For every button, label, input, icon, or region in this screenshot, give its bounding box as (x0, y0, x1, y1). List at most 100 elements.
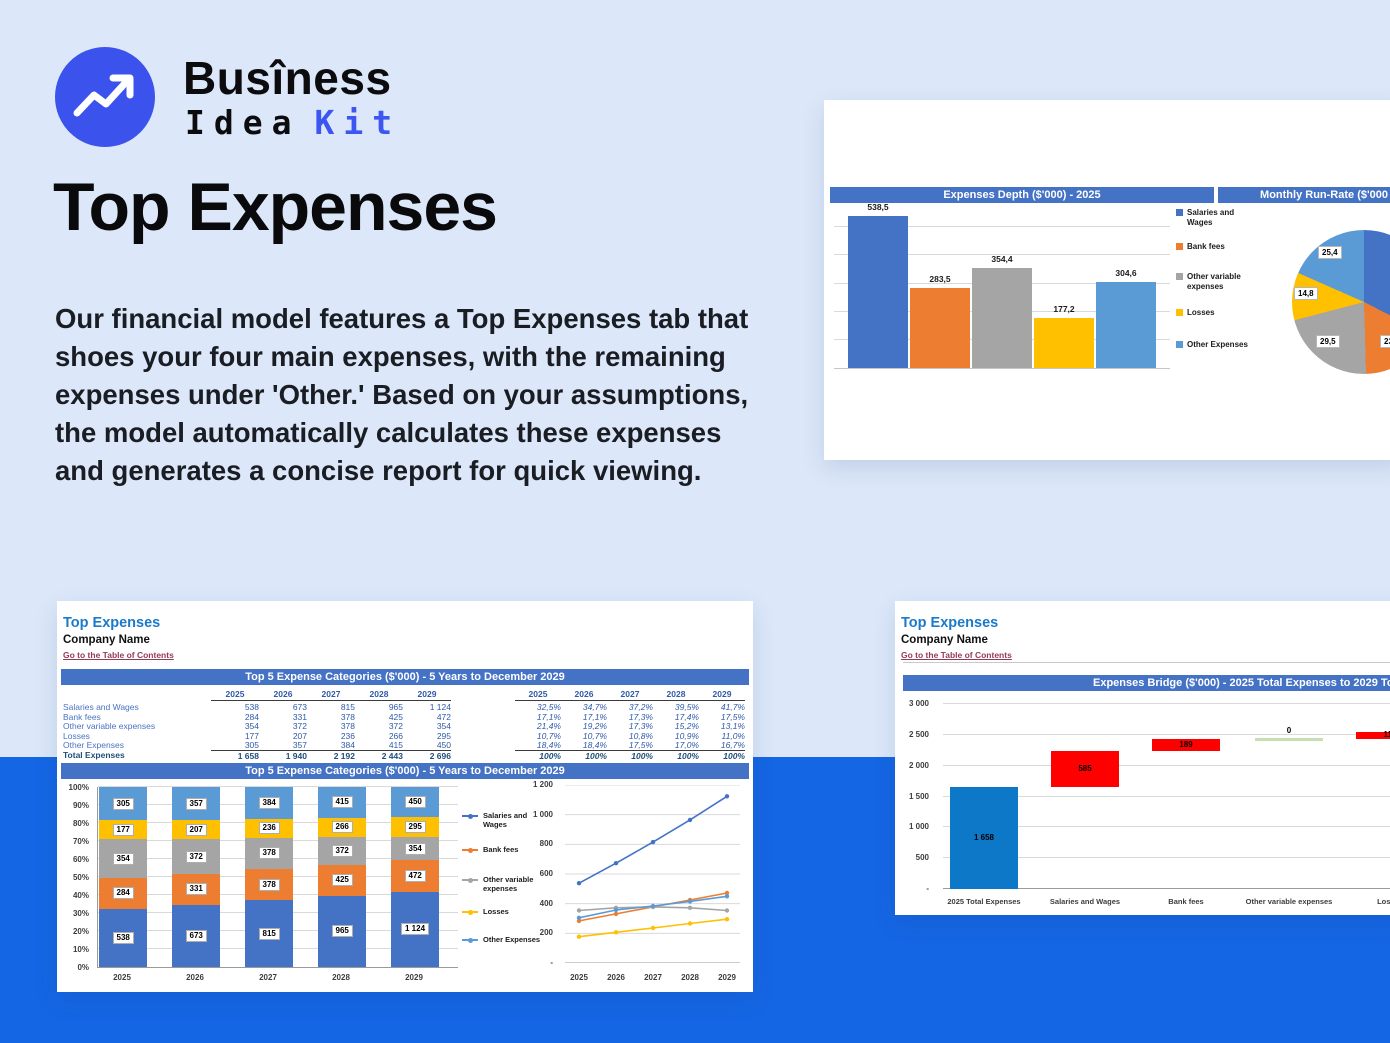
percent-cell: 100% (539, 750, 561, 761)
y-tick: 90% (72, 801, 89, 810)
percent-cell: 17,4% (674, 711, 699, 722)
legend-marker (462, 937, 478, 943)
gridline (943, 857, 1390, 859)
legend-label: Other Expenses (1187, 340, 1248, 349)
line-chart-x-axis: 2025 2026 2027 2028 2029 (565, 971, 740, 983)
segment-value-label: 378 (258, 847, 280, 860)
table-total-row: Total Expenses 1 658 1 940 2 192 2 443 2 696 1… (57, 749, 753, 763)
value-cell: 2025 (225, 689, 245, 699)
segment-value-label: 357 (185, 797, 207, 810)
legend-label: Other variable expenses (1187, 272, 1241, 291)
table-row: Salaries and Wages 538 673 815 965 1 124 32,5%… (57, 702, 753, 712)
percent-cell: 10,7% (582, 730, 607, 741)
segment-value-label: 965 (331, 925, 353, 938)
percent-cell: 17,1% (536, 711, 561, 722)
value-cells: 538 673 815 965 1 124 (211, 702, 451, 712)
y-tick: 1 500 (908, 791, 929, 801)
gridline (943, 764, 1390, 766)
legend-label: Other variable expenses (483, 875, 534, 893)
value-cell: 266 (388, 730, 403, 741)
percent-cell: 17,3% (628, 711, 653, 722)
bar-value-label: 538,5 (867, 202, 889, 213)
percent-cell: 17,3% (628, 721, 653, 731)
chart-header-row: Expenses Depth ($'000) - 2025 Monthly Ru… (830, 187, 1390, 203)
percent-cell: 100% (631, 750, 653, 761)
x-tick: 2029 (405, 973, 423, 982)
y-tick: 60% (72, 855, 89, 864)
percent-cell: 10,8% (628, 730, 653, 741)
legend-marker-dot (467, 909, 473, 915)
x-tick: Other variable expenses (1245, 897, 1333, 906)
legend-marker-dot (467, 937, 473, 943)
stacked-chart-y-axis: 0% 10% 20% 30% 40% 50% 60% 70% 80% 90% 100% (57, 783, 93, 972)
divider (903, 662, 1390, 663)
row-label: Bank fees (63, 711, 101, 722)
x-tick: 2025 (570, 973, 588, 982)
bridge-chart-title: Expenses Bridge ($'000) - 2025 Total Exp… (903, 675, 1390, 691)
percent-cell: 18,4% (536, 740, 561, 750)
x-tick: 2025 (113, 973, 131, 982)
gridline (834, 254, 1170, 256)
stacked-bar-chart: 538 284 354 177 305 673 331 372 207 357 815 378 378 2… (97, 786, 458, 968)
waterfall-label: 189 (1179, 739, 1193, 749)
value-cell: 2 696 (429, 750, 451, 761)
x-tick: Losses (1377, 897, 1390, 906)
percent-cell: 41,7% (720, 702, 745, 712)
legend-swatch (1176, 243, 1183, 250)
bar-value-label: 177,2 (1053, 304, 1075, 315)
gridline (943, 795, 1390, 797)
waterfall-bar (1051, 750, 1119, 787)
table-row: Bank fees 284 331 378 425 472 17,1% 17,1% 17,3% 1… (57, 712, 753, 722)
bar-3 (1034, 318, 1094, 368)
row-label: Total Expenses (63, 749, 125, 760)
percent-cell: 17,0% (674, 740, 699, 750)
bar-2 (972, 268, 1032, 368)
table-of-contents-link[interactable]: Go to the Table of Contents (63, 650, 174, 660)
expense-table: 2025 2026 2027 2028 2029 2025 2026 2027 2028 2029… (57, 689, 753, 763)
percent-cell: 13,1% (720, 721, 745, 731)
legend-swatch (1176, 341, 1183, 348)
percent-cell: 2028 (666, 689, 686, 699)
value-cell: 472 (436, 711, 451, 722)
y-tick: 80% (72, 819, 89, 828)
bar-value-label: 283,5 (929, 274, 951, 285)
percent-cell: 18,4% (582, 740, 607, 750)
y-tick: 1 000 (908, 822, 929, 832)
depth-chart-title: Expenses Depth ($'000) - 2025 (830, 187, 1214, 203)
brand-name-idea-kit: Idea Kit (185, 103, 401, 142)
pie-label-other-expenses: 25,4 (1318, 246, 1342, 259)
segment-value-label: 1 124 (401, 923, 430, 936)
percent-cells: 17,1% 17,1% 17,3% 17,4% 17,5% (515, 712, 745, 722)
segment-value-label: 236 (258, 822, 280, 835)
value-cell: 305 (244, 740, 259, 750)
y-tick: 600 (539, 869, 553, 878)
percent-cells: 2025 2026 2027 2028 2029 (515, 689, 745, 701)
value-cell: 354 (244, 721, 259, 731)
legend-item: Other Expenses (1176, 340, 1257, 350)
y-tick: 10% (72, 945, 89, 954)
company-name: Company Name (63, 634, 150, 646)
percent-cell: 21,4% (536, 721, 561, 731)
value-cells: 177 207 236 266 295 (211, 731, 451, 741)
x-tick: 2027 (259, 973, 277, 982)
legend-marker (462, 909, 478, 915)
table-row: Losses 177 207 236 266 295 10,7% 10,7% 10,8% 10,9… (57, 731, 753, 741)
bar-0 (848, 216, 908, 368)
segment-value-label: 354 (404, 842, 426, 855)
gridline (834, 226, 1170, 228)
value-cells: 2025 2026 2027 2028 2029 (211, 689, 451, 701)
percent-cell: 15,2% (674, 721, 699, 731)
row-label: Other Expenses (63, 740, 124, 750)
value-cell: 1 940 (285, 750, 307, 761)
table-of-contents-link[interactable]: Go to the Table of Contents (901, 650, 1012, 660)
top-expenses-sheet-card: Top Expenses Company Name Go to the Tabl… (57, 601, 753, 992)
legend-marker (462, 813, 478, 819)
legend-marker (462, 847, 478, 853)
waterfall-chart: 1 658 585 189 0 118 (943, 703, 1390, 889)
sheet-title: Top Expenses (901, 615, 999, 631)
value-cell: 357 (292, 740, 307, 750)
value-cell: 1 124 (429, 702, 451, 712)
percent-cell: 10,9% (674, 730, 699, 741)
legend-label: Salaries and Wages (483, 811, 528, 829)
segment-value-label: 295 (404, 820, 426, 833)
